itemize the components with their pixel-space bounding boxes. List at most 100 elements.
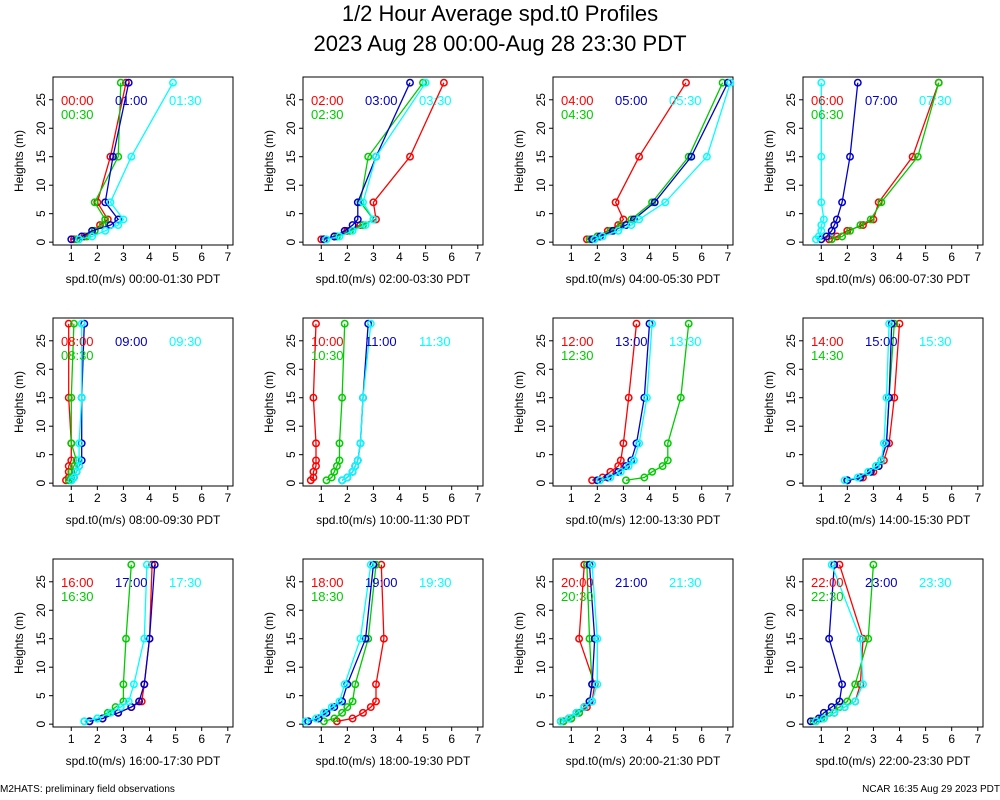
data-point [830, 708, 839, 717]
data-point [64, 319, 73, 328]
profile-panel: 1 2 3 4 5 6 7 0 5 10 15 20 25 Heights (m) spd.t0(m/s) … [512, 317, 734, 527]
data-point [588, 560, 597, 569]
y-tick-label: 25 [534, 334, 548, 348]
data-point [596, 476, 604, 485]
data-point [116, 703, 125, 712]
data-point [819, 714, 828, 723]
profile-panel: 1 2 3 4 5 6 7 0 5 10 15 20 25 Heights (m) spd.t0(m/s) … [762, 76, 984, 286]
x-tick-label: 6 [698, 250, 705, 264]
data-point [93, 714, 102, 723]
y-tick-label: 25 [284, 575, 298, 589]
legend-label: 14:30 [811, 348, 844, 363]
x-tick-label: 5 [422, 250, 429, 264]
y-axis-label: Heights (m) [12, 612, 26, 674]
data-point [609, 226, 617, 235]
data-point [812, 717, 820, 726]
y-tick-label: 0 [284, 479, 298, 486]
series-line [591, 82, 729, 240]
data-point [851, 680, 860, 689]
data-point [330, 714, 339, 723]
y-tick-label: 0 [534, 720, 548, 727]
data-point [335, 697, 344, 706]
data-point [830, 560, 839, 569]
y-tick-label: 5 [784, 451, 798, 458]
data-point [348, 226, 357, 235]
y-tick-label: 25 [534, 93, 548, 107]
data-point [687, 152, 696, 161]
data-point [135, 697, 144, 706]
y-tick-label: 20 [534, 603, 548, 617]
y-tick-label: 15 [284, 150, 298, 164]
x-tick-label: 4 [896, 491, 903, 505]
x-tick-label: 3 [620, 250, 627, 264]
data-point [856, 634, 865, 643]
data-point [122, 634, 130, 643]
x-tick-label: 6 [448, 732, 455, 746]
y-tick-label: 10 [784, 660, 798, 674]
y-tick-label: 20 [534, 121, 548, 135]
data-point [114, 221, 123, 230]
data-point [148, 560, 157, 569]
y-tick-label: 10 [534, 660, 548, 674]
x-axis-label: spd.t0(m/s) 20:00-21:30 PDT [566, 754, 721, 768]
y-tick-label: 0 [784, 720, 798, 727]
data-point [340, 680, 349, 689]
data-point [312, 439, 320, 448]
y-axis-label: Heights (m) [12, 371, 26, 433]
footer-right: NCAR 16:35 Aug 29 2023 PDT [862, 784, 1000, 795]
legend-label: 15:00 [865, 334, 898, 349]
data-point [635, 152, 644, 161]
plot-frame [552, 558, 734, 728]
legend-label: 22:30 [811, 589, 844, 604]
data-point [726, 78, 735, 87]
y-tick-label: 10 [534, 419, 548, 433]
data-point [682, 78, 690, 87]
data-point [619, 439, 628, 448]
series-line [831, 82, 940, 240]
legend-label: 20:30 [561, 589, 594, 604]
data-point [817, 78, 826, 87]
data-point [319, 708, 328, 717]
y-tick-label: 20 [34, 362, 48, 376]
data-point [359, 708, 367, 717]
x-tick-label: 5 [922, 732, 929, 746]
data-point [119, 680, 128, 689]
x-tick-label: 7 [724, 732, 731, 746]
x-tick-label: 1 [818, 250, 825, 264]
legend-label: 21:00 [615, 575, 648, 590]
legend-label: 12:00 [561, 334, 594, 349]
data-point [556, 717, 565, 726]
data-point [564, 714, 573, 723]
legend-label: 02:00 [311, 93, 344, 108]
x-tick-label: 5 [672, 732, 679, 746]
data-point [840, 703, 849, 712]
data-point [635, 215, 644, 224]
x-tick-label: 4 [396, 491, 403, 505]
x-tick-label: 2 [344, 250, 351, 264]
y-tick-label: 5 [534, 692, 548, 699]
data-point [718, 78, 727, 87]
data-point [838, 232, 847, 241]
data-point [702, 152, 711, 161]
data-point [338, 393, 347, 402]
data-point [75, 439, 84, 448]
data-point [406, 78, 414, 87]
legend-label: 15:30 [919, 334, 952, 349]
y-axis-label: Heights (m) [762, 371, 776, 433]
y-tick-label: 5 [34, 692, 48, 699]
x-tick-label: 6 [198, 491, 205, 505]
y-tick-label: 20 [534, 362, 548, 376]
x-tick-label: 7 [974, 732, 981, 746]
x-tick-label: 2 [594, 491, 601, 505]
legend-label: 20:00 [561, 575, 594, 590]
y-tick-label: 25 [784, 575, 798, 589]
data-point [372, 697, 380, 706]
y-tick-label: 15 [534, 150, 548, 164]
data-point [627, 221, 636, 230]
profile-panel: 1 2 3 4 5 6 7 0 5 10 15 20 25 Heights (m) spd.t0(m/s) … [262, 317, 484, 527]
y-tick-label: 5 [284, 210, 298, 217]
data-point [856, 221, 865, 230]
x-axis-label: spd.t0(m/s) 08:00-09:30 PDT [66, 513, 221, 527]
data-point [908, 152, 917, 161]
data-point [832, 215, 841, 224]
